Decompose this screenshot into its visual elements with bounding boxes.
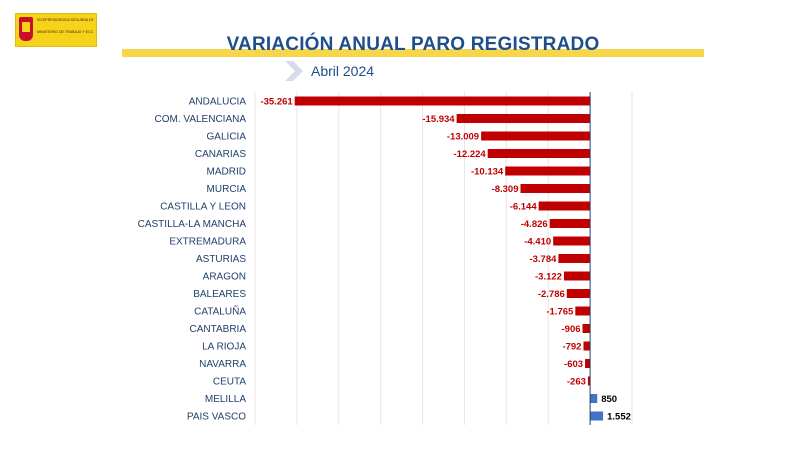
- category-label: PAIS VASCO: [187, 412, 246, 423]
- bar: [590, 394, 598, 403]
- bar: [590, 411, 604, 421]
- category-label: CANARIAS: [195, 149, 246, 160]
- logo-text-ministerio: Ministerio de Trabajo y Economía Social: [37, 30, 93, 34]
- data-label: -10.134: [471, 167, 504, 178]
- data-label: -35.261: [260, 97, 293, 108]
- category-label: BALEARES: [193, 289, 246, 300]
- data-label: -792: [562, 342, 581, 353]
- bar: [456, 114, 591, 123]
- data-label: -13.009: [447, 132, 479, 143]
- category-label: ARAGON: [203, 272, 246, 283]
- data-label: -15.934: [422, 114, 455, 125]
- bar: [575, 306, 591, 316]
- category-label: GALICIA: [207, 132, 247, 143]
- bar: [487, 149, 591, 158]
- logo-text-vicepresidencia: Vicepresidencia Segunda del Gobierno: [37, 18, 93, 22]
- bar: [582, 324, 591, 333]
- data-label: -1.765: [546, 307, 574, 318]
- data-label: -906: [562, 324, 581, 335]
- category-label: ANDALUCIA: [189, 97, 247, 108]
- bar: [505, 166, 591, 176]
- bar: [294, 96, 591, 106]
- category-label: NAVARRA: [199, 359, 246, 370]
- category-label: CANTABRIA: [190, 324, 247, 335]
- bar: [520, 184, 591, 193]
- data-label: -2.786: [538, 289, 565, 300]
- category-label: ASTURIAS: [196, 254, 246, 265]
- data-label: -6.144: [510, 202, 538, 213]
- chevron-right-icon: [285, 61, 303, 81]
- category-label: MURCIA: [207, 184, 247, 195]
- data-label: -4.826: [521, 219, 548, 230]
- category-label: COM. VALENCIANA: [155, 114, 247, 125]
- data-label: -3.122: [535, 272, 562, 283]
- category-label: CASTILLA-LA MANCHA: [138, 219, 247, 230]
- coat-of-arms-icon: [19, 17, 33, 41]
- category-label: LA RIOJA: [202, 342, 246, 353]
- bar: [585, 359, 591, 368]
- data-label: -8.309: [492, 184, 519, 195]
- data-label: -4.410: [524, 237, 551, 248]
- category-label: MELILLA: [205, 394, 246, 405]
- chart-subtitle: Abril 2024: [311, 63, 375, 79]
- data-label: -603: [564, 359, 583, 370]
- bar: [566, 289, 591, 298]
- data-label: -12.224: [453, 149, 486, 160]
- data-label: 850: [601, 394, 617, 405]
- data-label: -263: [567, 377, 586, 388]
- category-label: CEUTA: [213, 377, 246, 388]
- data-label: -3.784: [529, 254, 557, 265]
- data-label: 1.552: [607, 412, 631, 423]
- title-underline: [122, 49, 704, 57]
- category-label: EXTREMADURA: [169, 237, 246, 248]
- bar: [549, 219, 591, 228]
- bar: [558, 254, 591, 263]
- bar: [553, 236, 591, 246]
- government-logo: Vicepresidencia Segunda del Gobierno Min…: [15, 13, 97, 47]
- category-label: MADRID: [207, 167, 246, 178]
- bar: [583, 341, 591, 351]
- bar: [587, 376, 591, 386]
- bar: [563, 271, 591, 281]
- chart-title: VARIACIÓN ANUAL PARO REGISTRADO: [226, 34, 600, 55]
- bar: [538, 201, 591, 211]
- category-label: CASTILLA Y LEON: [160, 202, 246, 213]
- bar: [481, 131, 591, 141]
- category-label: CATALUÑA: [194, 305, 246, 318]
